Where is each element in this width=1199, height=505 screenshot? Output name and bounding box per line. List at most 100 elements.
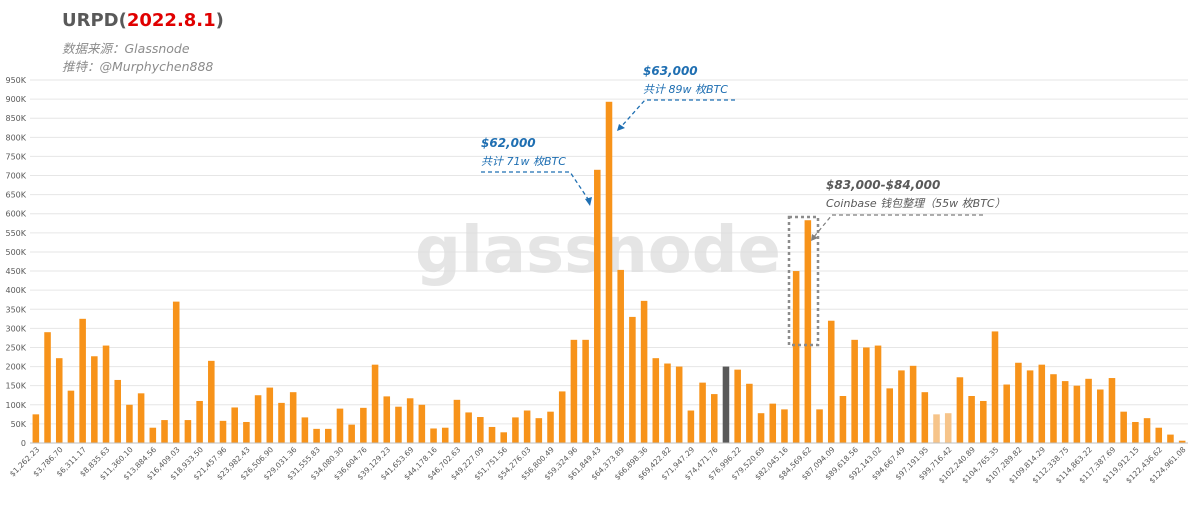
bar [301, 417, 309, 443]
bar [1132, 421, 1139, 443]
bar [558, 391, 566, 443]
bar [266, 387, 274, 443]
annotation-62k-text: 共计 71w 枚BTC [481, 155, 566, 168]
bar [371, 364, 379, 443]
bar [219, 420, 227, 443]
bar [1050, 374, 1057, 443]
bar [67, 390, 75, 443]
arrowhead-63k [617, 124, 625, 131]
title-date: 2022.8.1 [126, 10, 216, 31]
y-tick-label: 650K [5, 191, 26, 200]
bar [208, 360, 215, 443]
arrowhead-83k [811, 234, 818, 241]
y-tick-label: 350K [5, 305, 26, 314]
bar [921, 392, 929, 443]
arrow-63k [619, 99, 735, 129]
bar [757, 413, 765, 443]
bar [44, 332, 51, 443]
bar [898, 370, 905, 443]
bar [570, 339, 578, 443]
twitter-handle: 推特：@Murphychen888 [62, 59, 214, 74]
bar [722, 366, 730, 443]
bar [55, 358, 63, 443]
y-tick-label: 600K [5, 210, 26, 219]
bar [360, 407, 367, 443]
bar [441, 427, 449, 443]
bar [1143, 418, 1151, 443]
y-tick-label: 550K [5, 229, 26, 238]
coinbase-box [787, 215, 820, 347]
bar [324, 428, 332, 443]
y-tick-label: 100K [5, 401, 26, 410]
annotation-83k-price: $83,000-$84,000 [826, 178, 941, 192]
bar [909, 365, 917, 443]
y-tick-label: 300K [5, 324, 26, 333]
bar [91, 356, 98, 443]
y-tick-label: 750K [5, 152, 26, 161]
y-tick-label: 250K [5, 343, 26, 352]
bar [652, 358, 660, 443]
y-tick-label: 800K [5, 133, 26, 142]
bar [886, 388, 894, 443]
bar [827, 320, 835, 443]
bar [980, 400, 987, 443]
bar [254, 395, 262, 443]
bar [196, 400, 203, 443]
bar [933, 414, 940, 443]
bar [1178, 440, 1186, 443]
bar [746, 383, 753, 443]
bar [1015, 362, 1022, 443]
bar [816, 409, 823, 443]
bar [710, 394, 718, 443]
arrow-62k [481, 171, 591, 203]
bar [184, 420, 192, 443]
bars [32, 101, 1186, 443]
bar [406, 398, 414, 443]
annotation-63k: $63,000 共计 89w 枚BTC [643, 64, 728, 97]
bar [863, 347, 870, 443]
bar [1108, 378, 1116, 443]
bar [699, 382, 706, 443]
bar [1155, 427, 1163, 443]
title-main: URPD( [62, 10, 127, 31]
bar [594, 169, 601, 443]
bar [430, 428, 437, 443]
bar [79, 318, 86, 443]
bar [1085, 378, 1092, 443]
y-tick-label: 900K [5, 95, 26, 104]
bar [1061, 381, 1069, 443]
y-tick-label: 200K [5, 363, 26, 372]
bar [956, 377, 964, 443]
bar [1120, 411, 1127, 443]
bar [477, 417, 484, 443]
bar [512, 417, 519, 443]
bar [664, 363, 671, 443]
bar [383, 396, 391, 443]
annotation-lines [481, 99, 983, 347]
bar [968, 396, 975, 443]
bar [102, 345, 110, 443]
bar [851, 339, 858, 443]
data-source: 数据来源：Glassnode [62, 41, 190, 56]
bar [582, 339, 589, 443]
bar [231, 407, 238, 443]
bar [687, 410, 695, 443]
bar [1003, 384, 1010, 443]
y-tick-label: 700K [5, 172, 26, 181]
bar [523, 410, 531, 443]
y-tick-label: 150K [5, 382, 26, 391]
bar [792, 271, 800, 443]
annotation-63k-text: 共计 89w 枚BTC [643, 83, 728, 96]
bar [114, 379, 122, 443]
y-tick-label: 850K [5, 114, 26, 123]
bar [278, 402, 285, 443]
bar [453, 399, 461, 443]
bar [991, 331, 999, 443]
y-tick-label: 950K [5, 76, 26, 85]
bar [781, 409, 788, 443]
bar [874, 345, 882, 443]
annotation-83k: $83,000-$84,000 Coinbase 钱包整理（55w 枚BTC） [826, 178, 1006, 211]
bar [605, 101, 613, 443]
bar [395, 406, 402, 443]
